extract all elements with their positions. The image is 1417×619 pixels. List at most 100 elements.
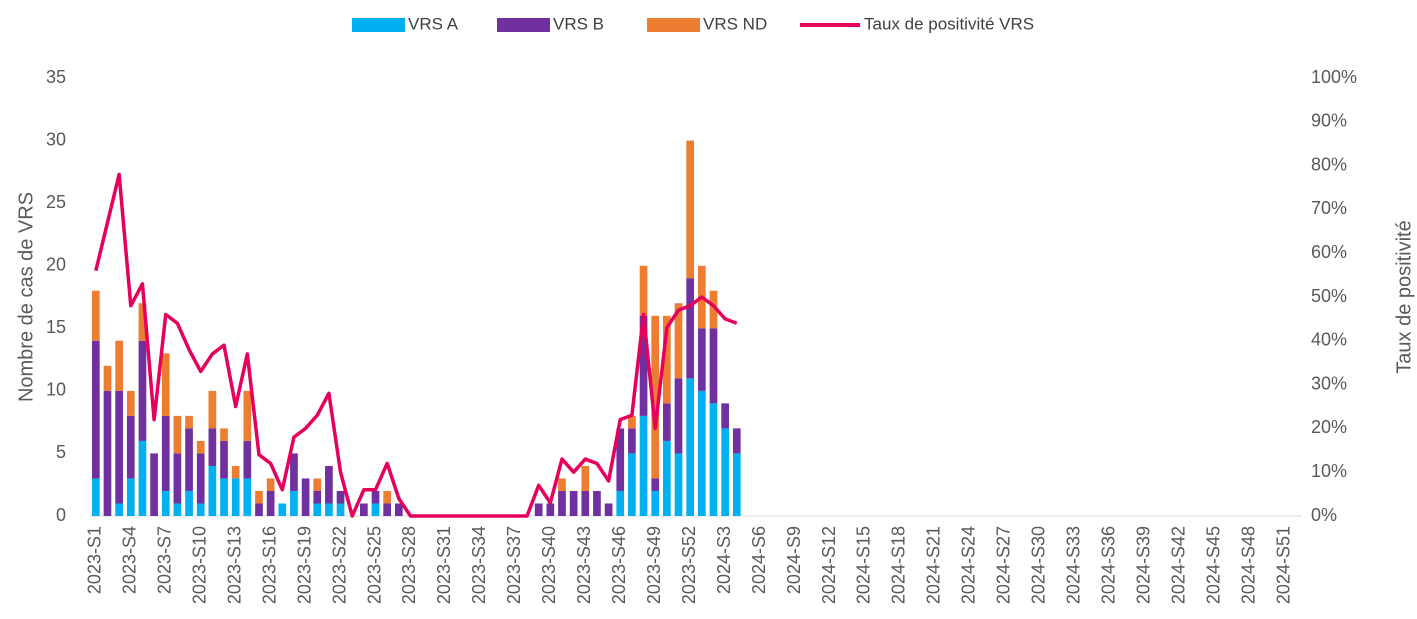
y-tick-label: 10 (46, 380, 66, 400)
bar (663, 403, 671, 441)
bar (616, 428, 625, 491)
bar (325, 465, 333, 504)
bar (91, 478, 100, 516)
x-tick-label: 2023-S13 (224, 526, 244, 604)
x-tick-label: 2023-S19 (294, 526, 314, 604)
bar (558, 490, 566, 516)
x-tick-label: 2023-S10 (189, 526, 209, 604)
bar (674, 453, 683, 516)
bar (255, 503, 263, 516)
bar (173, 415, 182, 454)
bar (150, 453, 158, 516)
bar (721, 428, 729, 516)
bar (313, 490, 322, 504)
x-tick-label: 2023-S34 (469, 526, 489, 604)
bar (161, 490, 170, 516)
x-tick-label: 2024-S3 (714, 526, 734, 594)
legend-label: VRS A (408, 14, 459, 33)
y2-tick-label: 60% (1311, 242, 1347, 262)
bar (394, 503, 403, 516)
x-tick-label: 2024-S36 (1098, 526, 1118, 604)
legend-swatch (497, 18, 550, 32)
y-tick-label: 35 (46, 67, 66, 87)
x-tick-label: 2023-S16 (259, 526, 279, 604)
bar (173, 453, 182, 504)
y2-tick-label: 90% (1311, 111, 1347, 131)
bar (196, 503, 205, 516)
bar (558, 478, 566, 491)
bar (138, 303, 147, 341)
y-axis-label: Nombre de cas de VRS (15, 192, 37, 402)
bar (709, 290, 718, 329)
x-tick-label: 2023-S31 (434, 526, 454, 604)
bar (266, 478, 275, 491)
bar (208, 465, 217, 516)
x-tick-label: 2024-S48 (1238, 526, 1258, 604)
y2-tick-label: 100% (1311, 67, 1357, 87)
bar (91, 290, 100, 341)
bar (639, 315, 648, 416)
bar (325, 503, 333, 516)
y2-tick-label: 0% (1311, 505, 1337, 525)
bar (581, 465, 590, 491)
bar (546, 503, 555, 516)
bar (115, 340, 123, 391)
bar (732, 428, 741, 454)
bar (220, 428, 228, 441)
bar (208, 390, 217, 429)
bar (651, 315, 660, 479)
bar (709, 403, 718, 516)
bar (161, 415, 170, 491)
bar (697, 328, 706, 391)
bar (628, 415, 636, 429)
bar (581, 490, 590, 516)
bar (196, 453, 205, 504)
x-tick-label: 2024-S33 (1064, 526, 1084, 604)
bar (569, 490, 578, 516)
bar (115, 390, 123, 504)
legend-swatch (647, 18, 700, 32)
x-tick-label: 2023-S4 (120, 526, 140, 594)
bar (360, 503, 368, 516)
y2-tick-label: 50% (1311, 286, 1347, 306)
bar (126, 390, 135, 416)
bar (604, 503, 613, 516)
x-tick-label: 2023-S52 (679, 526, 699, 604)
bar (313, 503, 322, 516)
bar (686, 278, 695, 379)
bar (534, 503, 543, 516)
bar (243, 390, 252, 441)
bar (173, 503, 182, 516)
y2-axis-label: Taux de positivité (1393, 220, 1415, 373)
y2-tick-label: 70% (1311, 198, 1347, 218)
bar (721, 403, 729, 429)
y2-tick-label: 40% (1311, 330, 1347, 350)
bar (383, 503, 392, 516)
bar (185, 490, 193, 516)
y-tick-label: 0 (56, 505, 66, 525)
bar (278, 503, 287, 516)
bar (651, 490, 660, 516)
x-tick-label: 2024-S6 (749, 526, 769, 594)
x-tick-label: 2024-S24 (959, 526, 979, 604)
bar (371, 503, 380, 516)
bar (313, 478, 322, 491)
x-tick-label: 2024-S18 (889, 526, 909, 604)
bar (185, 428, 193, 491)
y2-tick-label: 20% (1311, 417, 1347, 437)
bar (628, 453, 636, 516)
bar (663, 440, 671, 516)
bar (126, 415, 135, 479)
bar (138, 440, 147, 516)
y2-tick-label: 10% (1311, 461, 1347, 481)
x-tick-label: 2023-S22 (329, 526, 349, 604)
bar (290, 453, 298, 491)
x-tick-label: 2023-S46 (609, 526, 629, 604)
x-tick-label: 2023-S43 (574, 526, 594, 604)
y-tick-label: 25 (46, 192, 66, 212)
bar (371, 490, 380, 504)
bar (697, 390, 706, 516)
bar (185, 415, 193, 429)
x-tick-label: 2023-S40 (539, 526, 559, 604)
